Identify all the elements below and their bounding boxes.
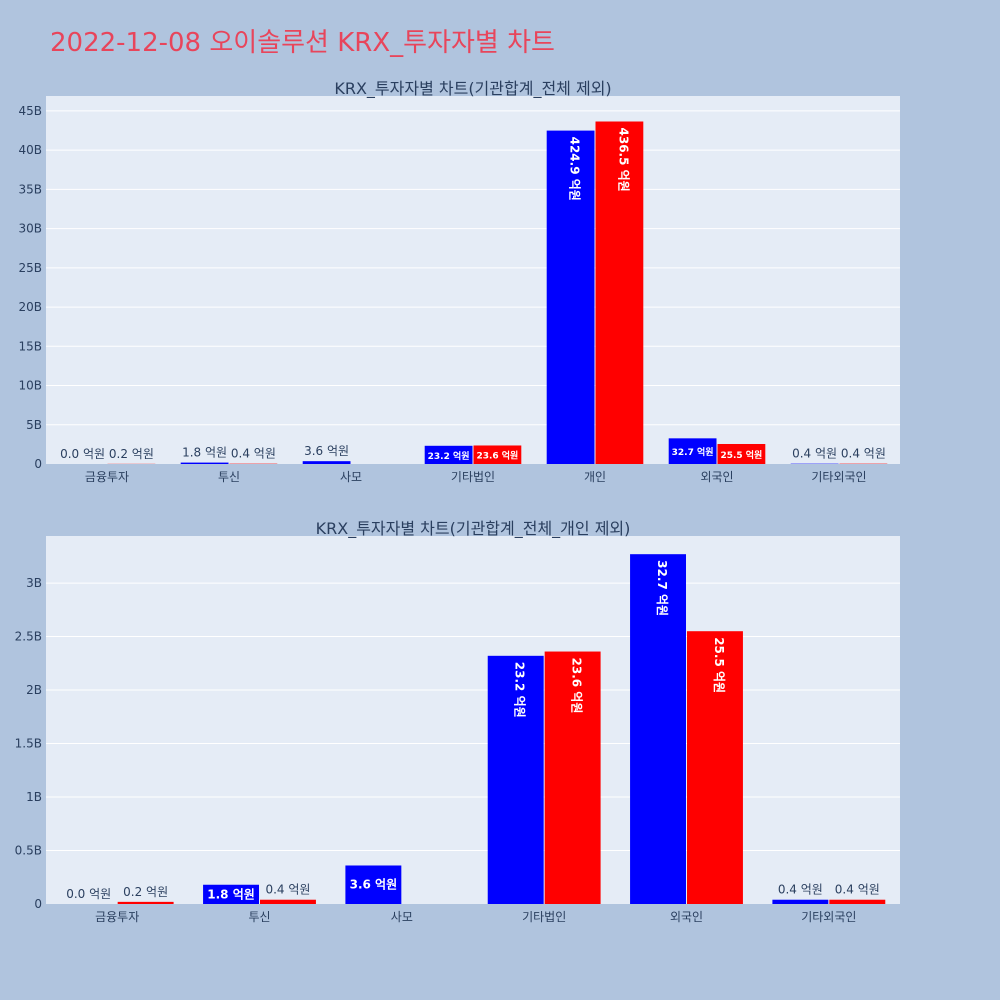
bar bbox=[345, 865, 402, 904]
x-tick-label: 사모 bbox=[391, 910, 413, 924]
x-tick-label: 외국인 bbox=[670, 910, 703, 924]
bar bbox=[668, 438, 717, 464]
bar bbox=[687, 631, 743, 904]
bar-value-label: 0.4 억원 bbox=[778, 883, 823, 897]
bar-value-label: 23.2 억원 bbox=[428, 450, 470, 462]
y-tick-label: 15B bbox=[18, 339, 42, 353]
x-tick-label: 기타외국인 bbox=[811, 470, 866, 484]
y-tick-label: 3B bbox=[26, 576, 42, 590]
bar-value-label: 3.6 억원 bbox=[304, 444, 349, 458]
bar bbox=[260, 899, 316, 904]
x-tick-label: 외국인 bbox=[700, 470, 733, 484]
bar bbox=[487, 655, 544, 904]
bar-value-label: 0.4 억원 bbox=[792, 447, 837, 461]
plot-area bbox=[46, 536, 900, 904]
plot-area bbox=[46, 96, 900, 464]
bar bbox=[424, 445, 473, 464]
x-tick-label: 개인 bbox=[584, 470, 606, 484]
bar-value-label: 0.4 억원 bbox=[835, 883, 880, 897]
x-tick-label: 기타법인 bbox=[451, 470, 495, 484]
bar bbox=[595, 121, 644, 464]
y-tick-label: 10B bbox=[18, 379, 42, 393]
y-tick-label: 1.5B bbox=[15, 737, 42, 751]
chart-overall: 0 5B 10B 15B 20B 25B 30B 35B 40B 45B KRX_투자자별 차트(기… bbox=[18, 79, 900, 484]
bar bbox=[829, 899, 886, 904]
x-tick-label: 투신 bbox=[248, 910, 270, 924]
bar-value-label: 32.7 억원 bbox=[655, 560, 669, 616]
bar-value-label: 436.5 억원 bbox=[616, 128, 630, 192]
bar bbox=[117, 901, 174, 904]
y-tick-label: 45B bbox=[18, 104, 42, 118]
bar bbox=[717, 443, 766, 464]
y-tick-label: 0 bbox=[34, 897, 42, 911]
x-tick-label: 사모 bbox=[340, 470, 362, 484]
bar-value-label: 424.9 억원 bbox=[568, 137, 582, 201]
y-tick-label: 2B bbox=[26, 683, 42, 697]
bar-value-label: 23.6 억원 bbox=[570, 658, 584, 714]
bar bbox=[544, 651, 601, 904]
y-tick-label: 20B bbox=[18, 300, 42, 314]
x-tick-label: 금융투자 bbox=[95, 910, 139, 924]
bar-value-label: 3.6 억원 bbox=[350, 878, 398, 892]
bar bbox=[302, 461, 351, 464]
bar-value-label: 0.0 억원 bbox=[60, 447, 105, 461]
y-tick-label: 25B bbox=[18, 261, 42, 275]
chart-title: KRX_투자자별 차트(기관합계_전체_개인 제외) bbox=[316, 519, 631, 539]
bar-value-label: 1.8 억원 bbox=[182, 446, 227, 460]
bar-value-label: 0.2 억원 bbox=[109, 447, 154, 461]
y-tick-label: 30B bbox=[18, 222, 42, 236]
x-tick-label: 금융투자 bbox=[85, 470, 129, 484]
y-tick-label: 5B bbox=[26, 418, 42, 432]
bar-value-label: 0.2 억원 bbox=[123, 885, 168, 899]
x-tick-label: 기타법인 bbox=[522, 910, 566, 924]
y-tick-label: 2.5B bbox=[15, 630, 42, 644]
bar-value-label: 1.8 억원 bbox=[207, 887, 255, 901]
y-tick-label: 0 bbox=[34, 457, 42, 471]
bar bbox=[546, 130, 595, 465]
bar-value-label: 32.7 억원 bbox=[672, 446, 714, 458]
bar bbox=[772, 899, 829, 904]
y-tick-label: 1B bbox=[26, 790, 42, 804]
bar-value-label: 23.2 억원 bbox=[513, 662, 527, 718]
bar-value-label: 23.6 억원 bbox=[476, 450, 518, 462]
bar-value-label: 0.4 억원 bbox=[841, 447, 886, 461]
bar bbox=[203, 884, 259, 904]
bar bbox=[180, 462, 229, 464]
bar-value-label: 25.5 억원 bbox=[712, 637, 726, 693]
page-title: 2022-12-08 오이솔루션 KRX_투자자별 차트 bbox=[50, 28, 555, 58]
bar-value-label: 0.0 억원 bbox=[66, 887, 111, 901]
bar bbox=[630, 554, 686, 904]
y-tick-label: 0.5B bbox=[15, 844, 42, 858]
x-tick-label: 기타외국인 bbox=[801, 910, 856, 924]
bar-value-label: 0.4 억원 bbox=[265, 883, 310, 897]
chart-title: KRX_투자자별 차트(기관합계_전체 제외) bbox=[334, 79, 611, 99]
bar bbox=[473, 445, 522, 464]
bar-value-label: 25.5 억원 bbox=[720, 449, 762, 461]
y-tick-label: 35B bbox=[18, 182, 42, 196]
x-tick-label: 투신 bbox=[218, 470, 240, 484]
bar-value-label: 0.4 억원 bbox=[231, 447, 276, 461]
y-tick-label: 40B bbox=[18, 143, 42, 157]
